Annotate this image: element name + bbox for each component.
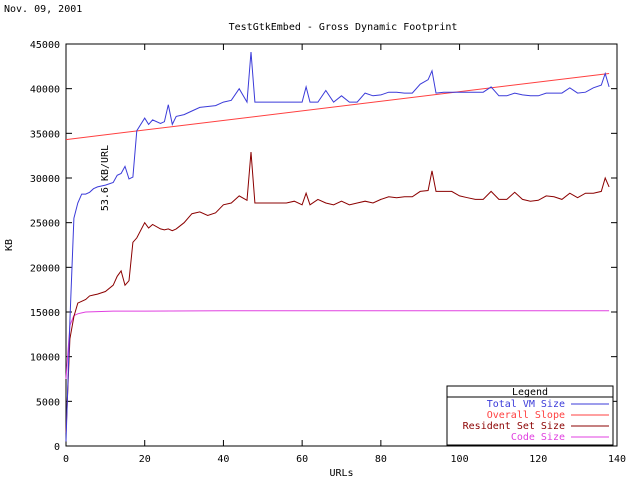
y-tick-label: 40000 <box>30 85 60 96</box>
plot-area-frame <box>65 43 618 447</box>
axis-ticks: 0 5000 10000 15000 20000 25000 30000 35000 40000… <box>30 40 626 465</box>
y-tick-label: 25000 <box>30 219 60 230</box>
x-tick-label: 120 <box>529 454 547 465</box>
y-tick-label: 15000 <box>30 308 60 319</box>
legend-label-total-vm-size: Total VM Size <box>487 399 565 410</box>
series-line-code-size <box>65 310 610 380</box>
y-tick-label: 35000 <box>30 129 60 140</box>
y-tick-label: 30000 <box>30 174 60 185</box>
series-line-resident-set-size <box>65 152 610 433</box>
y-axis-label: KB <box>4 239 15 251</box>
slope-annotation: 53.6 KB/URL <box>100 145 111 211</box>
legend-label-resident-set-size: Resident Set Size <box>463 421 565 432</box>
x-tick-label: 140 <box>608 454 626 465</box>
y-tick-label: 20000 <box>30 263 60 274</box>
date-stamp: Nov. 09, 2001 <box>4 4 82 15</box>
series-line-overall-slope <box>65 73 610 141</box>
legend-label-overall-slope: Overall Slope <box>487 410 565 421</box>
x-tick-label: 60 <box>296 454 308 465</box>
x-tick-label: 80 <box>375 454 387 465</box>
chart-title: TestGtkEmbed - Gross Dynamic Footprint <box>229 22 458 33</box>
y-tick-label: 45000 <box>30 40 60 51</box>
series-line-total-vm-size <box>65 51 610 442</box>
x-tick-label: 20 <box>139 454 151 465</box>
x-axis-label: URLs <box>329 468 353 479</box>
legend-label-code-size: Code Size <box>511 432 565 443</box>
y-tick-label: 10000 <box>30 353 60 364</box>
series-lines <box>65 51 610 442</box>
x-tick-label: 40 <box>217 454 229 465</box>
x-tick-label: 0 <box>63 454 69 465</box>
x-tick-label: 100 <box>451 454 469 465</box>
y-tick-label: 5000 <box>36 397 60 408</box>
y-tick-label: 0 <box>54 442 60 453</box>
legend-title: Legend <box>512 387 548 398</box>
